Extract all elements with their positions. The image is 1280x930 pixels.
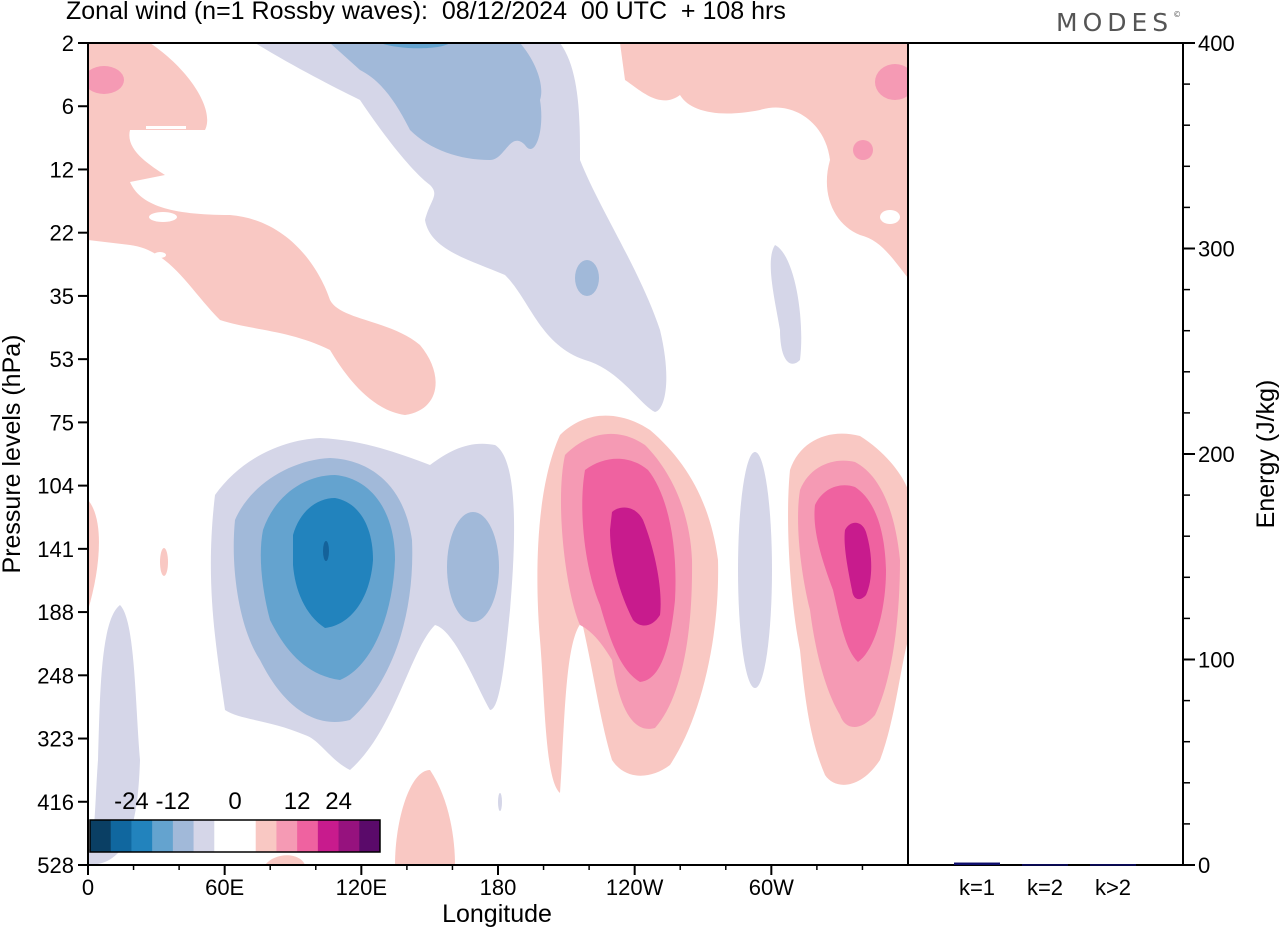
- x-axis-label: Longitude: [442, 900, 552, 928]
- contour-neg4-core: [323, 541, 329, 561]
- colorbar-label: 0: [228, 788, 241, 815]
- energy-bars: [954, 862, 1136, 866]
- energy-tick-label: 100: [1198, 648, 1235, 673]
- energy-tick-label: 300: [1198, 237, 1235, 262]
- contour-hole-4: [154, 252, 166, 258]
- contour-pos1-upper-right-2: [853, 140, 873, 160]
- contour-pos3-center: [610, 507, 661, 626]
- colorbar-swatch: [276, 820, 298, 852]
- energy-category-label: k=1: [959, 875, 995, 900]
- x-tick-label: 60E: [205, 875, 244, 900]
- logo-text: MODES: [1056, 8, 1174, 37]
- colorbar-frame: [89, 819, 381, 853]
- contour-hole-3: [146, 126, 186, 129]
- contour-neg-upper-band: [255, 43, 667, 412]
- colorbar-swatch: [359, 820, 381, 852]
- energy-tick-label: 400: [1198, 31, 1235, 56]
- energy-panel-frame: [907, 42, 1184, 866]
- contour-pos-bottom: [395, 770, 455, 865]
- energy-tick-label: 200: [1198, 442, 1235, 467]
- colorbar-swatch: [235, 820, 257, 852]
- y-tick-label: 35: [50, 284, 74, 309]
- contour-neg1-upper: [330, 43, 542, 160]
- contour-pos1-upper-left: [88, 66, 124, 94]
- colorbar-swatch: [193, 820, 215, 852]
- colorbar-swatch: [317, 820, 340, 852]
- contour-neg-small-2: [770, 245, 802, 364]
- energy-axis: 0 100 200 300 400: [1183, 31, 1235, 878]
- contour-hole-2: [880, 210, 900, 224]
- contour-pos-left-edge: [88, 500, 99, 610]
- energy-tick-label: 0: [1198, 853, 1210, 878]
- energy-category-label: k>2: [1095, 875, 1131, 900]
- y-tick-label: 416: [37, 790, 74, 815]
- colorbar-swatch: [297, 820, 319, 852]
- contour-pos-upper-right: [620, 43, 908, 278]
- energy-bar: [954, 862, 1000, 865]
- energy-axis-label: Energy (J/kg): [1252, 380, 1280, 529]
- colorbar-swatch: [255, 820, 277, 852]
- contour-pos-upper-left: [88, 43, 436, 415]
- x-tick-label: 0: [82, 875, 94, 900]
- pressure-axis: 2 6 12 22 35 53 75 104 141 188 248 323 416 528: [37, 31, 88, 878]
- x-tick-label: 120W: [606, 875, 664, 900]
- contour-neg0-strip: [738, 452, 772, 688]
- y-tick-label: 104: [37, 474, 74, 499]
- y-tick-label: 323: [37, 727, 74, 752]
- colorbar-label: 24: [325, 788, 352, 815]
- colorbar-swatch: [338, 820, 360, 852]
- y-tick-label: 248: [37, 663, 74, 688]
- contour-pos1-upper-right: [875, 64, 908, 100]
- contour-neg2-upper: [380, 43, 450, 49]
- contour-neg0-lower-left: [88, 605, 140, 865]
- colorbar-swatch: [172, 820, 195, 852]
- y-tick-label: 75: [50, 410, 74, 435]
- y-tick-label: 53: [50, 347, 74, 372]
- colorbar-swatch: [110, 820, 132, 852]
- colorbar: [89, 819, 381, 853]
- x-tick-label: 120E: [336, 875, 387, 900]
- contour-neg3-main: [293, 498, 373, 628]
- colorbar-swatch: [214, 820, 236, 852]
- contour-pos-bottom-2: [265, 855, 305, 865]
- colorbar-label: -12: [156, 788, 191, 815]
- energy-categories: k=1 k=2 k>2: [959, 875, 1131, 900]
- energy-bar: [1090, 864, 1136, 866]
- y-axis-label: Pressure levels (hPa): [0, 335, 26, 574]
- heatmap-area: -24 -12 0 12 24: [87, 42, 909, 866]
- y-tick-label: 2: [62, 31, 74, 56]
- energy-category-label: k=2: [1027, 875, 1063, 900]
- x-tick-label: 180: [480, 875, 517, 900]
- contour-neg-small-1: [575, 260, 599, 296]
- modes-logo: MODES©: [1056, 8, 1182, 37]
- x-tick-label: 60W: [749, 875, 794, 900]
- colorbar-labels: -24 -12 0 12 24: [114, 788, 352, 815]
- colorbar-label: -24: [114, 788, 149, 815]
- y-tick-label: 22: [50, 221, 74, 246]
- y-tick-label: 528: [37, 853, 74, 878]
- colorbar-label: 12: [284, 788, 311, 815]
- contour-hole-1: [149, 212, 177, 222]
- longitude-axis: 0 60E 120E 180 120W 60W: [82, 865, 864, 900]
- energy-panel: 0 100 200 300 400 k=1 k=2 k>2 Energy (J/kg): [907, 31, 1280, 900]
- colorbar-swatch: [131, 820, 153, 852]
- contour-neg1-side: [447, 512, 499, 622]
- colorbar-swatch: [90, 820, 112, 852]
- contour-pos3-right: [844, 522, 872, 600]
- heatmap-contours: [88, 43, 908, 865]
- y-tick-label: 6: [62, 94, 74, 119]
- colorbar-swatch: [152, 820, 174, 852]
- contour-neg-tiny: [498, 793, 502, 811]
- energy-bar: [1022, 864, 1068, 866]
- chart-title: Zonal wind (n=1 Rossby waves): 08/12/202…: [66, 0, 786, 25]
- contour-pos-small: [160, 548, 168, 576]
- y-tick-label: 188: [37, 600, 74, 625]
- y-tick-label: 141: [37, 537, 74, 562]
- y-tick-label: 12: [50, 157, 74, 182]
